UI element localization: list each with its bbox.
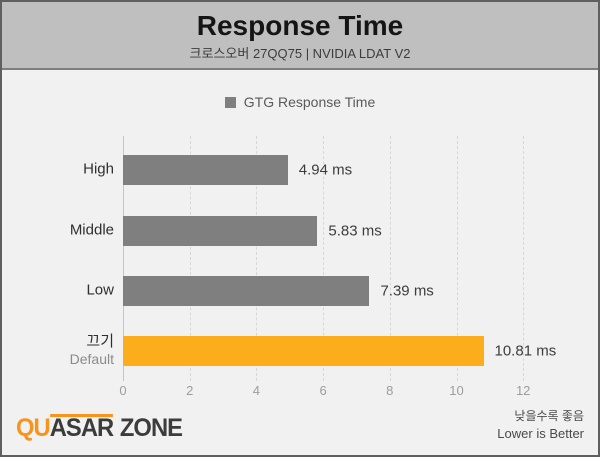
gridline	[123, 136, 124, 381]
gridline	[456, 136, 458, 381]
note-korean: 낮을수록 좋음	[514, 409, 584, 423]
gridline	[389, 136, 391, 381]
quasarzone-logo: QUASAR ZONE	[16, 414, 183, 443]
logo-part-qu: QU	[16, 414, 51, 442]
category-label-main: Middle	[69, 221, 114, 239]
x-tick-label: 12	[515, 383, 531, 398]
x-tick-label: 6	[319, 383, 327, 398]
footer-note: 낮을수록 좋음 Lower is Better	[497, 408, 584, 444]
gridline	[323, 136, 325, 381]
logo-part-asar: ASAR	[49, 414, 114, 442]
gridline	[523, 136, 525, 381]
bar	[123, 276, 370, 306]
x-tick-label: 8	[386, 383, 394, 398]
category-label: Low	[2, 282, 114, 301]
note-english: Lower is Better	[497, 426, 584, 442]
legend-swatch-icon	[224, 96, 236, 108]
x-tick-label: 4	[252, 383, 260, 398]
bar	[123, 215, 318, 246]
chart-subtitle: 크로스오버 27QQ75 | NVIDIA LDAT V2	[189, 46, 411, 61]
category-label-main: Low	[86, 281, 114, 299]
category-label: High	[2, 161, 114, 180]
legend-label: GTG Response Time	[243, 94, 376, 110]
legend: GTG Response Time	[2, 94, 598, 110]
gridline	[189, 136, 191, 381]
category-label-main: 끄기	[86, 332, 114, 350]
gridline	[256, 136, 258, 381]
chart-title: Response Time	[196, 10, 404, 41]
value-label: 5.83 ms	[328, 222, 382, 239]
x-tick-label: 2	[186, 383, 194, 398]
chart-header: Response Time 크로스오버 27QQ75 | NVIDIA LDAT…	[2, 2, 598, 70]
logo-part-zone: ZONE	[119, 414, 183, 442]
bar	[123, 335, 484, 366]
x-tick-label: 0	[119, 383, 127, 398]
category-label-sub: Default	[69, 351, 114, 368]
value-label: 4.94 ms	[298, 161, 353, 179]
value-label: 10.81 ms	[494, 342, 557, 359]
category-label: Middle	[2, 221, 114, 240]
category-label: 끄기 Default	[2, 332, 114, 368]
value-label: 7.39 ms	[380, 282, 434, 300]
bar	[123, 155, 288, 185]
category-label-main: High	[83, 160, 114, 178]
x-tick-label: 10	[449, 383, 464, 398]
